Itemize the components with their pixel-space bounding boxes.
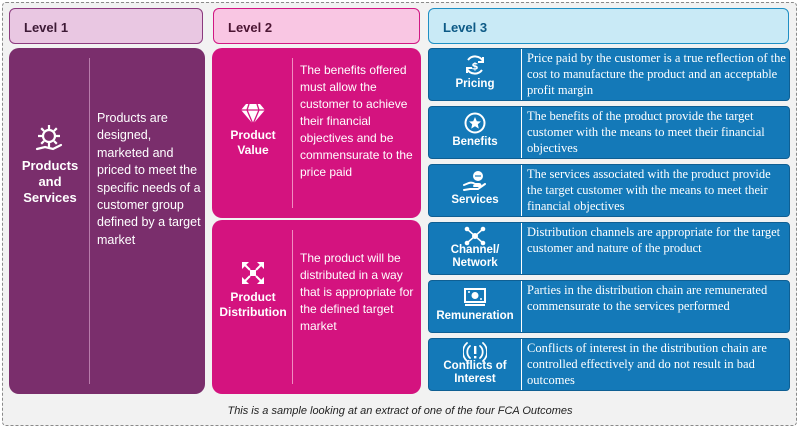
level3-row-channel-network: Channel/ Network Distribution channels a… bbox=[428, 222, 790, 275]
gear-hand-icon bbox=[35, 125, 63, 151]
svg-text:$: $ bbox=[472, 62, 479, 73]
level3-description: Parties in the distribution chain are re… bbox=[527, 283, 768, 313]
level3-divider bbox=[521, 107, 522, 158]
level3-divider bbox=[521, 49, 522, 100]
level2-divider bbox=[292, 230, 293, 384]
level1-label: Products and Services bbox=[21, 158, 79, 205]
level2-label: Product Value bbox=[230, 128, 276, 157]
level2-label: Product Distribution bbox=[219, 290, 287, 319]
level3-divider bbox=[521, 223, 522, 274]
distribution-arrows-icon bbox=[242, 262, 264, 284]
level3-row-pricing: $ Pricing Price paid by the customer is … bbox=[428, 48, 790, 101]
level2-description: The benefits offered must allow the cust… bbox=[300, 63, 413, 179]
level3-row-benefits: Benefits The benefits of the product pro… bbox=[428, 106, 790, 159]
level3-divider bbox=[521, 281, 522, 332]
level1-divider bbox=[89, 58, 90, 384]
diamond-icon bbox=[241, 103, 265, 126]
level3-label: Services bbox=[451, 194, 499, 206]
level2-product-value-panel: Product Value The benefits offered must … bbox=[212, 48, 421, 218]
network-icon bbox=[464, 226, 486, 246]
level3-label-cell: Channel/ Network bbox=[429, 223, 521, 274]
level2-product-distribution-panel: Product Distribution The product will be… bbox=[212, 220, 421, 394]
dollar-cycle-icon: $ bbox=[466, 55, 484, 75]
hand-chat-icon bbox=[463, 171, 486, 191]
banknote-icon bbox=[464, 288, 486, 306]
level3-description: Price paid by the customer is a true ref… bbox=[527, 51, 786, 97]
level3-divider bbox=[521, 165, 522, 216]
level3-label: Benefits bbox=[452, 136, 498, 148]
level2-description: The product will be distributed in a way… bbox=[300, 251, 414, 333]
level3-description: Distribution channels are appropriate fo… bbox=[527, 225, 781, 255]
level1-panel: Products and Services Products are desig… bbox=[9, 48, 205, 394]
level2-header: Level 2 bbox=[213, 8, 420, 44]
level3-description: Conflicts of interest in the distributio… bbox=[527, 341, 767, 387]
signal-alert-icon bbox=[463, 342, 487, 362]
level3-label: Remuneration bbox=[436, 310, 514, 322]
level3-row-conflicts-of-interest: Conflicts of Interest Conflicts of inter… bbox=[428, 338, 790, 391]
level3-header: Level 3 bbox=[428, 8, 789, 44]
level3-label-cell: Remuneration bbox=[429, 281, 521, 332]
level3-label-cell: Services bbox=[429, 165, 521, 216]
star-badge-icon bbox=[464, 112, 486, 134]
level3-label-cell: Benefits bbox=[429, 107, 521, 158]
level3-label-cell: Conflicts of Interest bbox=[429, 339, 521, 390]
level3-description: The benefits of the product provide the … bbox=[527, 109, 765, 155]
level3-label: Channel/ Network bbox=[450, 244, 500, 269]
level3-row-remuneration: Remuneration Parties in the distribution… bbox=[428, 280, 790, 333]
level3-label: Conflicts of Interest bbox=[443, 360, 507, 385]
level1-description: Products are designed, marketed and pric… bbox=[97, 111, 201, 247]
level3-divider bbox=[521, 339, 522, 390]
level2-divider bbox=[292, 58, 293, 208]
level3-description: The services associated with the product… bbox=[527, 167, 771, 213]
level3-label: Pricing bbox=[455, 78, 495, 90]
caption: This is a sample looking at an extract o… bbox=[227, 405, 573, 417]
level3-label-cell: $ Pricing bbox=[429, 49, 521, 100]
level1-header: Level 1 bbox=[9, 8, 203, 44]
level3-row-services: Services The services associated with th… bbox=[428, 164, 790, 217]
